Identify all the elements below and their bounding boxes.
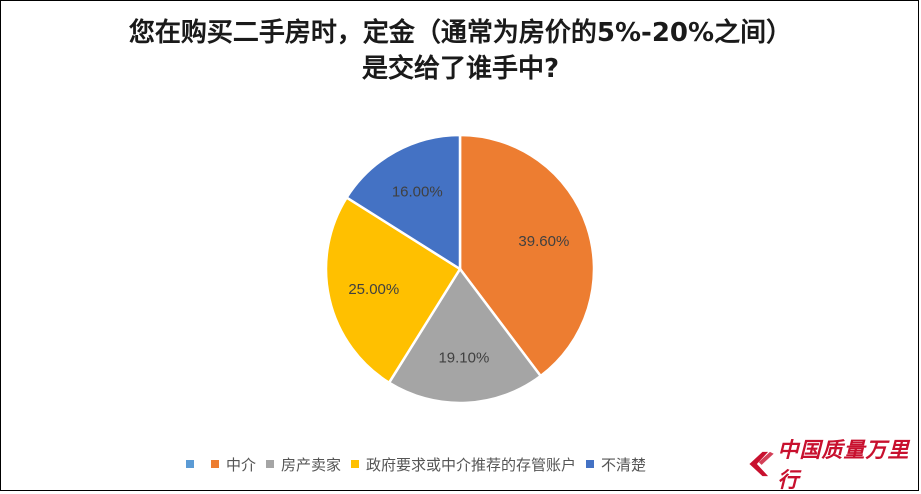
slice-data-label-1: 39.60% (518, 233, 569, 250)
legend-item-0 (186, 460, 201, 468)
watermark: 中国质量万里行 (742, 437, 921, 492)
legend-label-1: 中介 (226, 455, 257, 474)
legend-item-1: 中介 (211, 454, 256, 475)
legend-item-3: 政府要求或中介推荐的存管账户 (351, 454, 576, 475)
legend-swatch-1 (211, 460, 219, 468)
slice-data-label-3: 25.00% (348, 281, 399, 298)
legend-label-3: 政府要求或中介推荐的存管账户 (366, 455, 577, 474)
legend-label-2: 房产卖家 (281, 455, 342, 474)
watermark-text: 中国质量万里行 (777, 437, 910, 492)
pie-slice-1 (458, 133, 596, 378)
pie-slice-4 (344, 133, 462, 272)
slice-data-label-2: 19.10% (438, 349, 489, 366)
chart-title-line-1: 您在购买二手房时，定金（通常为房价的5%-20%之间） (128, 18, 793, 48)
legend-swatch-2 (266, 460, 275, 468)
slice-data-label-4: 16.00% (392, 184, 443, 201)
legend-label-4: 不清楚 (601, 455, 647, 474)
pie-slice-3 (324, 195, 462, 385)
legend-swatch-3 (351, 460, 360, 468)
legend-swatch-0 (186, 460, 194, 468)
chart-legend: 中介 房产卖家 政府要求或中介推荐的存管账户 不清楚 (186, 451, 656, 477)
chart-title-line-2: 是交给了谁手中? (361, 54, 560, 84)
legend-item-4: 不清楚 (586, 454, 646, 475)
watermark-logo-icon (749, 451, 774, 477)
legend-swatch-4 (586, 460, 595, 468)
pie-slice-2 (387, 266, 543, 405)
legend-item-2: 房产卖家 (266, 454, 341, 475)
